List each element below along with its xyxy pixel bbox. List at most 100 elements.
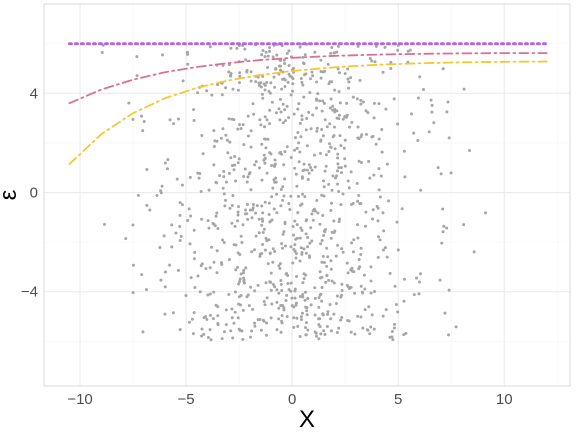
scatter-point: [345, 101, 349, 105]
scatter-point: [368, 57, 372, 61]
scatter-point: [409, 112, 413, 116]
scatter-point: [192, 228, 196, 232]
scatter-point: [168, 118, 172, 122]
scatter-point: [291, 77, 295, 81]
scatter-point: [198, 172, 202, 176]
scatter-point: [225, 138, 229, 142]
scatter-point: [319, 242, 323, 246]
scatter-point: [263, 303, 267, 307]
scatter-point: [298, 150, 302, 154]
scatter-point: [251, 206, 255, 210]
scatter-point: [322, 101, 326, 105]
scatter-point: [383, 246, 387, 250]
scatter-point: [190, 317, 194, 321]
scatter-point: [342, 146, 346, 150]
scatter-point: [299, 135, 303, 139]
scatter-point: [295, 236, 299, 240]
scatter-point: [403, 175, 407, 179]
scatter-point: [329, 329, 333, 333]
scatter-point: [178, 328, 182, 332]
scatter-point: [233, 310, 237, 314]
scatter-point: [279, 110, 283, 114]
scatter-point: [216, 226, 220, 230]
scatter-point: [361, 326, 365, 330]
scatter-point: [230, 221, 234, 225]
scatter-point: [313, 297, 317, 301]
scatter-point: [297, 160, 301, 164]
scatter-point: [343, 157, 347, 161]
scatter-point: [224, 198, 227, 202]
scatter-point: [291, 82, 295, 86]
scatter-point: [336, 243, 340, 247]
scatter-point: [363, 308, 367, 312]
scatter-point: [186, 52, 190, 56]
scatter-point: [293, 148, 297, 152]
scatter-point: [171, 311, 175, 315]
scatter-point: [188, 242, 192, 246]
scatter-point: [381, 248, 385, 252]
scatter-point: [254, 211, 258, 215]
scatter-point: [308, 241, 312, 245]
scatter-point: [390, 335, 394, 339]
scatter-point: [245, 202, 249, 206]
scatter-point: [161, 53, 165, 57]
scatter-point: [300, 229, 304, 233]
scatter-point: [233, 163, 237, 167]
scatter-point: [286, 281, 290, 285]
scatter-point: [384, 308, 388, 312]
scatter-point: [318, 270, 322, 274]
scatter-point: [240, 329, 244, 333]
scatter-point: [396, 122, 400, 126]
scatter-point: [300, 252, 304, 256]
scatter-point: [287, 116, 291, 120]
scatter-point: [440, 241, 444, 245]
scatter-point: [299, 315, 303, 319]
scatter-point: [318, 99, 322, 103]
scatter-point: [263, 55, 267, 59]
scatter-point: [326, 310, 330, 314]
scatter-point: [318, 151, 322, 155]
x-tick-label: 5: [394, 391, 402, 408]
scatter-point: [313, 50, 317, 54]
scatter-point: [358, 78, 362, 82]
scatter-point: [209, 338, 213, 342]
scatter-point: [315, 126, 319, 130]
scatter-point: [283, 150, 287, 154]
scatter-point: [262, 300, 266, 304]
scatter-point: [264, 281, 268, 285]
scatter-point: [273, 285, 277, 289]
scatter-point: [193, 250, 197, 254]
scatter-point: [265, 81, 269, 85]
scatter-point: [333, 229, 337, 233]
scatter-point: [353, 332, 357, 336]
scatter-point: [266, 137, 270, 141]
scatter-point: [339, 171, 343, 175]
scatter-point: [294, 301, 298, 305]
scatter-point: [206, 219, 210, 223]
scatter-point: [159, 189, 163, 193]
scatter-point: [273, 250, 277, 254]
scatter-point: [329, 267, 333, 271]
scatter-point: [261, 219, 265, 223]
scatter-point: [288, 208, 292, 211]
scatter-point: [357, 159, 361, 163]
scatter-point: [438, 278, 442, 282]
scatter-point: [347, 80, 351, 84]
scatter-point: [253, 321, 257, 325]
scatter-point: [306, 245, 310, 249]
scatter-point: [430, 103, 434, 107]
scatter-point: [249, 335, 253, 339]
scatter-point: [280, 87, 284, 91]
scatter-point: [261, 48, 265, 52]
scatter-point: [280, 314, 284, 318]
scatter-point: [170, 223, 174, 227]
scatter-point: [427, 130, 431, 134]
scatter-point: [311, 209, 315, 213]
scatter-point: [304, 232, 308, 236]
scatter-point: [376, 255, 380, 259]
scatter-point: [178, 225, 182, 229]
scatter-point: [345, 261, 349, 265]
scatter-point: [370, 135, 374, 139]
scatter-point: [302, 95, 306, 99]
scatter-point: [265, 171, 269, 175]
